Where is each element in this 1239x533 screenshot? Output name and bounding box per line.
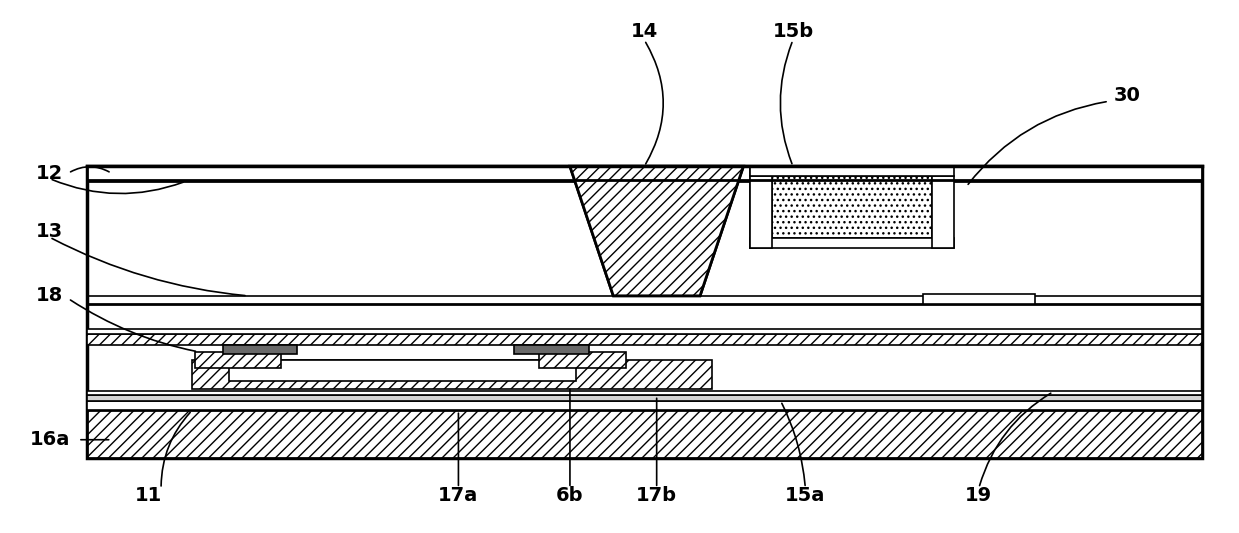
Text: 17a: 17a xyxy=(439,486,478,505)
Text: 11: 11 xyxy=(135,486,162,505)
Bar xyxy=(514,345,589,354)
Bar xyxy=(87,395,1202,401)
Text: 16a: 16a xyxy=(30,430,69,449)
Bar xyxy=(539,352,626,368)
Bar xyxy=(932,176,954,248)
Text: 6b: 6b xyxy=(556,486,584,505)
Bar xyxy=(229,360,576,381)
Bar xyxy=(750,176,772,248)
Bar xyxy=(750,238,954,248)
Text: 13: 13 xyxy=(36,222,63,241)
Bar xyxy=(192,360,712,389)
Bar xyxy=(223,345,297,354)
Bar xyxy=(923,294,1035,304)
Bar xyxy=(87,166,1202,181)
Text: 12: 12 xyxy=(36,164,63,183)
Text: 17b: 17b xyxy=(636,486,678,505)
Bar xyxy=(87,410,1202,458)
Text: 19: 19 xyxy=(965,486,992,505)
Bar xyxy=(87,166,1202,458)
Text: 15a: 15a xyxy=(786,486,825,505)
Bar xyxy=(87,391,1202,395)
Bar xyxy=(87,334,1202,345)
Text: 15b: 15b xyxy=(772,22,814,42)
Bar xyxy=(750,166,954,176)
Text: 14: 14 xyxy=(631,22,658,42)
Bar xyxy=(195,352,281,368)
Polygon shape xyxy=(570,166,743,296)
Polygon shape xyxy=(570,166,743,296)
Bar xyxy=(772,176,932,238)
Bar xyxy=(87,401,1202,410)
Text: 18: 18 xyxy=(36,286,63,305)
Bar xyxy=(87,329,1202,334)
Bar xyxy=(750,166,756,248)
Text: 30: 30 xyxy=(1114,86,1141,106)
